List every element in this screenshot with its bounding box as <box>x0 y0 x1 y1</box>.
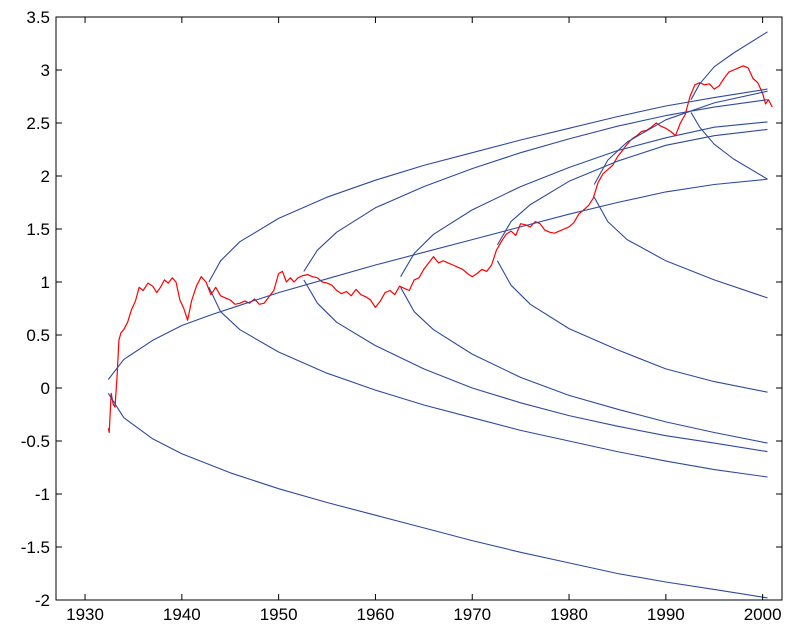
x-tick-label: 1990 <box>647 605 685 624</box>
envelope-curve-6 <box>303 279 768 453</box>
envelope-curve-5 <box>303 99 768 272</box>
envelope-curve-12 <box>593 196 768 299</box>
y-tick-label: 1 <box>41 273 50 292</box>
y-tick-label: 1.5 <box>26 220 50 239</box>
x-tick-label: 1930 <box>66 605 104 624</box>
envelope-curve-2 <box>107 393 768 599</box>
y-axis-ticks: -2 -1.5 -1 -0.5 0 0.5 1 1.5 2 2.5 3 3.5 <box>21 8 782 610</box>
envelope-curve-4 <box>208 287 768 478</box>
y-tick-label: 0 <box>41 379 50 398</box>
x-tick-label: 1950 <box>260 605 298 624</box>
envelope-curve-13 <box>690 31 768 100</box>
y-tick-label: -1 <box>35 485 50 504</box>
y-tick-label: 2.5 <box>26 114 50 133</box>
x-tick-label: 1980 <box>550 605 588 624</box>
y-tick-label: -2 <box>35 591 50 610</box>
x-axis-ticks: 1930 1940 1950 1960 1970 1980 1990 2000 <box>66 17 782 624</box>
plot-area-frame <box>55 16 783 601</box>
x-tick-label: 1970 <box>453 605 491 624</box>
y-tick-label: 2 <box>41 167 50 186</box>
x-tick-label: 1960 <box>357 605 395 624</box>
y-tick-label: -0.5 <box>21 432 50 451</box>
envelope-curve-11 <box>593 90 768 185</box>
data-series-line-0 <box>107 65 773 434</box>
chart-lines <box>107 31 773 599</box>
envelope-curve-1 <box>107 178 768 380</box>
envelope-curve-3 <box>208 88 768 283</box>
envelope-curve-7 <box>400 121 768 277</box>
y-tick-label: -1.5 <box>21 538 50 557</box>
y-tick-label: 3 <box>41 61 50 80</box>
envelope-curve-10 <box>496 260 768 393</box>
y-tick-label: 0.5 <box>26 326 50 345</box>
envelope-curve-9 <box>496 128 768 246</box>
envelope-curve-8 <box>400 287 768 444</box>
y-tick-label: 3.5 <box>26 8 50 27</box>
x-tick-label: 2000 <box>744 605 782 624</box>
x-tick-label: 1940 <box>163 605 201 624</box>
envelope-curve-14 <box>690 112 768 180</box>
